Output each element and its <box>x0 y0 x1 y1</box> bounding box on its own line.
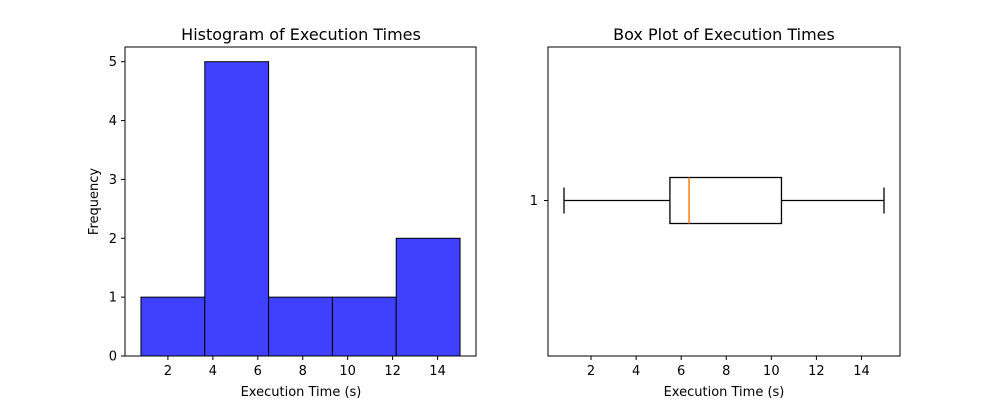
histogram-y-axis-label: Frequency <box>87 168 102 235</box>
histogram-x-axis-label: Execution Time (s) <box>241 385 362 400</box>
histogram-plot-frame <box>124 46 477 357</box>
boxplot-x-tick-label: 2 <box>587 364 595 379</box>
histogram-y-tick-label: 5 <box>109 55 117 70</box>
histogram-bar-4 <box>331 296 397 357</box>
histogram-x-ticks: 2 4 6 8 10 12 14 <box>164 356 446 379</box>
histogram-panel: Histogram of Execution Times 2 4 6 8 10 12 14 … <box>87 25 477 400</box>
boxplot-x-ticks: 2 4 6 8 10 12 14 <box>587 356 870 379</box>
histogram-bar-3 <box>268 296 333 357</box>
boxplot-x-tick-label: 14 <box>853 364 870 379</box>
histogram-bar-5 <box>395 237 461 357</box>
histogram-x-tick-label: 14 <box>429 364 446 379</box>
histogram-x-tick-label: 8 <box>299 364 307 379</box>
histogram-y-tick-label: 0 <box>109 350 117 365</box>
boxplot-y-tick-label: 1 <box>530 194 538 209</box>
boxplot-x-tick-label: 12 <box>808 364 825 379</box>
boxplot-y-ticks: 1 <box>530 194 548 209</box>
boxplot-marks <box>563 176 885 225</box>
histogram-x-tick-label: 12 <box>384 364 401 379</box>
histogram-y-tick-label: 2 <box>109 232 117 247</box>
histogram-y-tick-label: 1 <box>109 291 117 306</box>
histogram-bar-2 <box>204 61 270 357</box>
boxplot-plot-frame <box>547 46 901 357</box>
histogram-y-tick-label: 4 <box>109 114 117 129</box>
boxplot-x-axis-label: Execution Time (s) <box>664 385 785 400</box>
boxplot-x-tick-label: 4 <box>632 364 640 379</box>
boxplot-x-tick-label: 10 <box>763 364 780 379</box>
histogram-title: Histogram of Execution Times <box>181 25 421 44</box>
boxplot-x-tick-label: 6 <box>677 364 685 379</box>
histogram-x-tick-label: 6 <box>254 364 262 379</box>
histogram-y-tick-label: 3 <box>109 173 117 188</box>
histogram-x-tick-label: 2 <box>164 364 172 379</box>
boxplot-panel: Box Plot of Execution Times 2 4 6 8 10 12 14 1… <box>530 25 901 400</box>
boxplot-x-tick-label: 8 <box>722 364 730 379</box>
boxplot-title: Box Plot of Execution Times <box>613 25 835 44</box>
histogram-y-ticks: 0 1 2 3 4 5 <box>109 55 125 365</box>
histogram-x-tick-label: 4 <box>209 364 217 379</box>
histogram-bars <box>140 61 461 357</box>
histogram-x-tick-label: 10 <box>339 364 356 379</box>
boxplot-box <box>669 176 783 225</box>
histogram-bar-1 <box>140 296 206 357</box>
